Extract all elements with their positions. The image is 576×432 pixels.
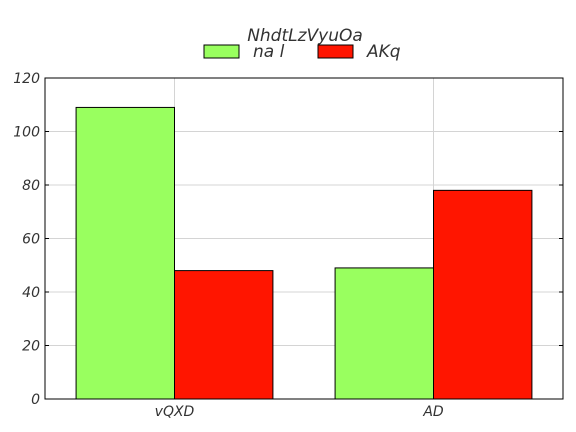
- y-tick-label-3: 60: [22, 232, 40, 248]
- bar-na-l-vQXD: [75, 106, 175, 400]
- x-tick-label-1: AD: [422, 404, 444, 420]
- legend-label-AKq: AKq: [366, 42, 401, 62]
- y-tick-label-2: 40: [22, 285, 40, 301]
- y-tick-label-0: 0: [31, 392, 40, 408]
- bars: [75, 106, 533, 400]
- legend-swatch-AKq: [317, 44, 354, 59]
- y-tick-label-5: 100: [13, 125, 40, 141]
- bar-na-l-AD: [334, 267, 434, 400]
- chart-title: NhdtLzVyuOa: [247, 26, 363, 46]
- bar-AKq-vQXD: [174, 270, 274, 400]
- y-tick-label-6: 120: [13, 71, 40, 87]
- y-axis: 0 20 40 60 80 100 120: [13, 71, 563, 408]
- legend-swatch-na-l: [203, 44, 240, 59]
- y-tick-label-4: 80: [22, 178, 40, 194]
- legend-label-na-l: na l: [253, 42, 285, 62]
- x-axis: vQXD AD: [155, 395, 444, 420]
- legend: na l AKq: [203, 42, 401, 62]
- y-tick-label-1: 20: [22, 339, 40, 355]
- bar-AKq-AD: [433, 189, 533, 400]
- x-tick-label-0: vQXD: [155, 404, 195, 420]
